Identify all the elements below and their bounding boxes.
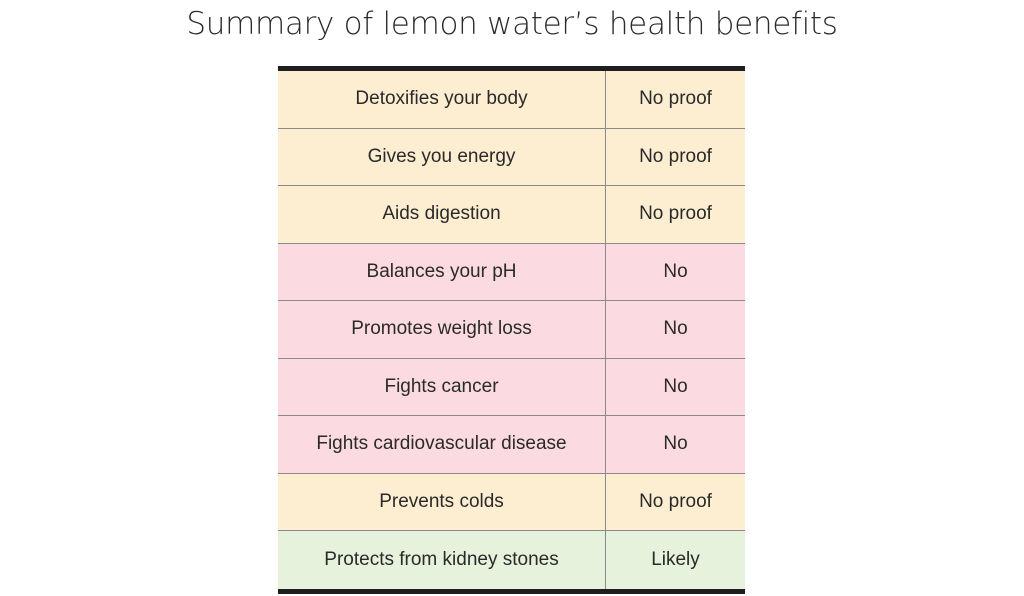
claim-cell: Balances your pH (278, 243, 606, 300)
verdict-cell: No proof (639, 145, 712, 167)
table-row: Gives you energy No proof (278, 128, 745, 186)
table-row: Balances your pH No (278, 243, 745, 301)
table-row: Fights cancer No (278, 358, 745, 416)
table-row: Prevents colds No proof (278, 473, 745, 531)
claim-cell: Fights cardiovascular disease (278, 416, 606, 473)
verdict-cell: No (663, 375, 688, 397)
verdict-cell: No (663, 433, 688, 455)
table-row: Protects from kidney stones Likely (278, 531, 745, 589)
table-row: Fights cardiovascular disease No (278, 416, 745, 474)
page-title: Summary of lemon water’s health benefits (186, 6, 838, 42)
verdict-cell: No proof (639, 203, 712, 225)
benefits-table: Detoxifies your body No proof Gives you … (278, 66, 745, 594)
claim-cell: Fights cancer (278, 358, 606, 415)
claim-cell: Prevents colds (278, 473, 606, 530)
verdict-cell: Likely (651, 548, 700, 570)
table-row: Detoxifies your body No proof (278, 71, 745, 129)
claim-cell: Promotes weight loss (278, 301, 606, 358)
verdict-cell: No proof (639, 490, 712, 512)
claim-cell: Gives you energy (278, 128, 606, 185)
verdict-cell: No proof (639, 88, 712, 110)
claim-cell: Detoxifies your body (278, 71, 606, 128)
claim-cell: Aids digestion (278, 186, 606, 243)
verdict-cell: No (663, 318, 688, 340)
claim-cell: Protects from kidney stones (278, 531, 606, 589)
table-row: Promotes weight loss No (278, 301, 745, 359)
verdict-cell: No (663, 260, 688, 282)
table-row: Aids digestion No proof (278, 186, 745, 244)
